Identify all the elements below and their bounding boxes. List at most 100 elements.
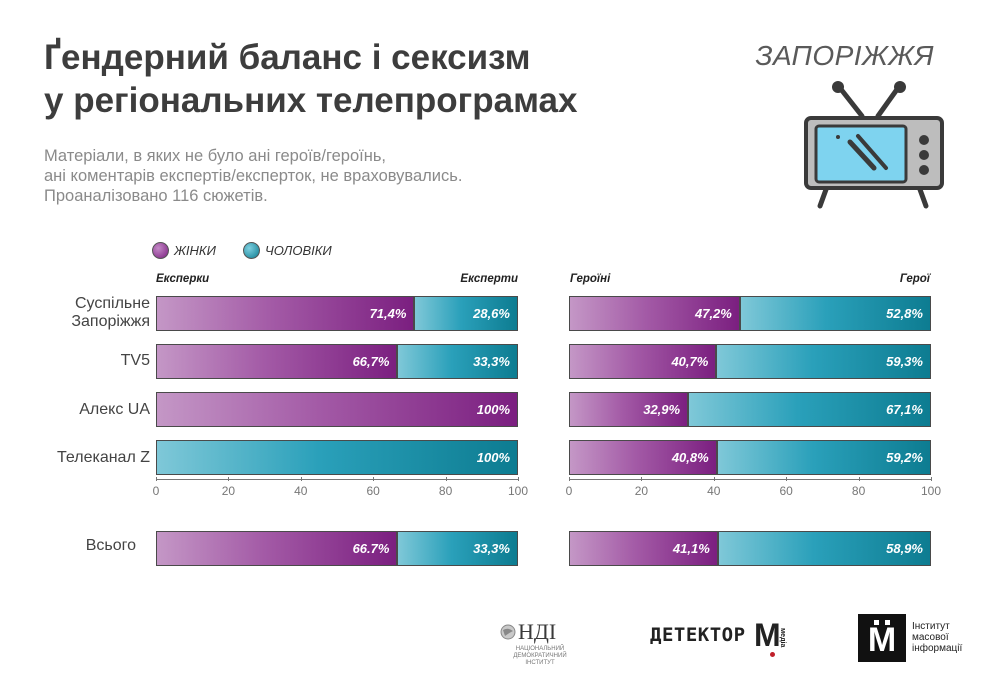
x-tick-label: 100 (920, 484, 942, 498)
bar-men-segment (397, 531, 518, 566)
detector-media-logo: ДЕТЕКТОР М медіа (650, 618, 800, 662)
x-tick-label: 80 (851, 484, 866, 498)
row-label-tv5: TV5 (120, 352, 150, 369)
imi-logo-square-icon (874, 620, 879, 625)
bar-men-label: 59,3% (886, 354, 923, 369)
x-tick-mark (300, 477, 302, 481)
row-label-telekanal-z: Телеканал Z (56, 449, 150, 466)
bar-women-segment (156, 392, 518, 427)
bar-men-label: 67,1% (886, 402, 923, 417)
x-tick-label: 40 (294, 484, 308, 498)
x-tick-label: 0 (565, 484, 573, 498)
bar-total: 41,1% 58,9% (569, 531, 931, 566)
bar-women-label: 66,7% (352, 354, 390, 369)
bar-women-label: 40,7% (671, 354, 709, 369)
legend-men: ЧОЛОВІКИ (243, 241, 332, 259)
x-axis-line (569, 479, 931, 480)
subtitle-line-3: Проаналізовано 116 сюжетів. (44, 187, 268, 205)
bar-women-label: 66.7% (352, 541, 390, 556)
x-tick-mark (445, 477, 447, 481)
subtitle: Матеріали, в яких не було ані героїв/гер… (44, 146, 564, 206)
x-axis-line (156, 479, 518, 480)
region-label: ЗАПОРІЖЖЯ (755, 40, 934, 71)
legend-women: ЖІНКИ (152, 241, 216, 259)
bar-row: 66,7% 33,3% (156, 344, 518, 379)
bar-women-label: 41,1% (672, 541, 710, 556)
x-tick-label: 80 (438, 484, 453, 498)
x-tick-mark (931, 477, 932, 481)
detector-logo-dot-icon (770, 652, 775, 657)
panel1-right-header: Експерти (460, 273, 518, 285)
bar-men-label: 58,9% (886, 541, 923, 556)
bar-row: 100% (156, 440, 518, 475)
bar-row: 40,8% 59,2% (569, 440, 931, 475)
imi-logo-line: інформації (912, 643, 963, 654)
bar-women-label: 32,9% (643, 402, 681, 417)
bar-row: 71,4% 28,6% (156, 296, 518, 331)
bar-men-segment (397, 344, 518, 379)
x-tick-label: 60 (366, 484, 380, 498)
x-tick-label: 20 (221, 484, 236, 498)
legend-men-label: ЧОЛОВІКИ (265, 242, 332, 258)
detector-logo-letter: М (754, 617, 781, 653)
bar-men-segment (717, 531, 931, 566)
bar-men-label: 28,6% (473, 306, 510, 321)
x-tick-label: 60 (779, 484, 793, 498)
imi-logo-text: Інститут масової інформації (912, 621, 962, 654)
bar-men-segment (716, 344, 931, 379)
x-tick-mark (713, 477, 715, 481)
bar-women-segment (156, 344, 398, 379)
men-swatch-icon (243, 241, 260, 259)
bar-men-segment (688, 392, 931, 427)
bar-men-label: 100% (476, 450, 510, 465)
x-tick-mark (569, 477, 570, 481)
imi-logo-line: масової (912, 632, 949, 643)
bar-men-segment (414, 296, 518, 331)
bar-women-label: 100% (476, 402, 510, 417)
x-tick-label: 100 (507, 484, 529, 498)
x-tick-label: 0 (152, 484, 160, 498)
detector-logo-small: медіа (779, 628, 786, 648)
x-tick-mark (786, 477, 788, 481)
bar-women-label: 40,8% (671, 450, 709, 465)
bar-row: 40,7% 59,3% (569, 344, 931, 379)
subtitle-line-1: Матеріали, в яких не було ані героїв/гер… (44, 147, 387, 165)
imi-logo-box: М (858, 614, 906, 662)
bar-row: 47,2% 52,8% (569, 296, 931, 331)
bar-women-segment (156, 296, 415, 331)
x-tick-label: 20 (634, 484, 649, 498)
row-label-total: Всього (85, 537, 136, 554)
bar-men-label: 33,3% (473, 541, 510, 556)
bar-women-segment (569, 296, 740, 331)
x-tick-mark (228, 477, 230, 481)
tv-icon (804, 81, 944, 209)
bar-women-segment (569, 531, 718, 566)
bar-men-label: 33,3% (473, 354, 510, 369)
bar-women-segment (156, 531, 398, 566)
bar-men-segment (716, 440, 931, 475)
ndi-logo-subtext: НАЦІОНАЛЬНИЙ ДЕМОКРАТИЧНИЙ ІНСТИТУТ (508, 646, 572, 667)
imi-logo-letter: М (867, 621, 897, 659)
bar-women-label: 47,2% (694, 306, 732, 321)
bar-men-segment (156, 440, 518, 475)
bar-men-label: 59,2% (886, 450, 923, 465)
title-line-2: у регіональних телепрограмах (44, 81, 578, 120)
bar-women-label: 71,4% (369, 306, 407, 321)
legend-women-label: ЖІНКИ (174, 242, 216, 258)
panel2-right-header: Герої (899, 273, 930, 285)
title-line-1: Ґендерний баланс і сексизм (44, 38, 531, 77)
imi-logo-square-icon (885, 620, 890, 625)
imi-logo: М Інститут масової інформації (858, 614, 968, 664)
row-label-alex-ua: Алекс UA (79, 401, 150, 418)
bar-women-segment (569, 392, 689, 427)
bar-women-segment (569, 440, 717, 475)
x-tick-mark (518, 477, 519, 481)
women-swatch-icon (152, 241, 169, 259)
bar-men-segment (739, 296, 931, 331)
ndi-sub-line: НАЦІОНАЛЬНИЙ (515, 646, 565, 652)
row-label-line: Запоріжжя (71, 313, 150, 330)
row-label-suspilne: Суспільне Запоріжжя (0, 295, 150, 331)
detector-logo-text: ДЕТЕКТОР (650, 624, 746, 646)
bar-women-segment (569, 344, 717, 379)
globe-icon (500, 624, 516, 640)
